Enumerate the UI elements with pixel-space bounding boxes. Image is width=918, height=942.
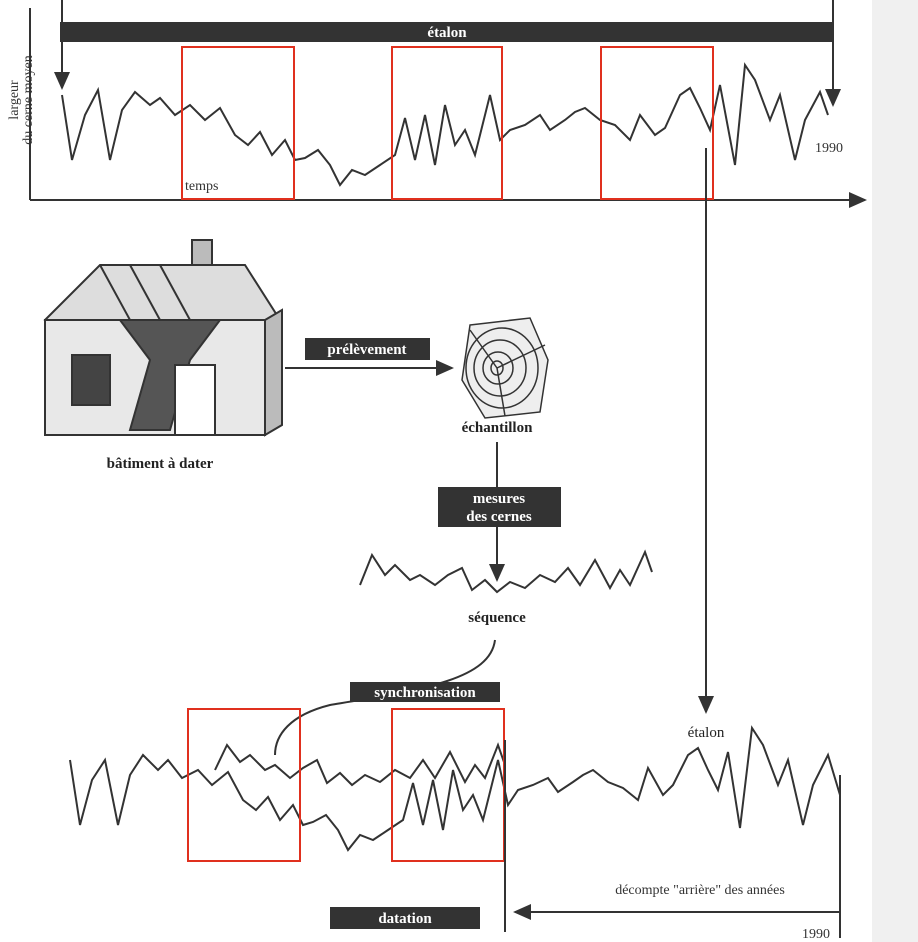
- window: [391, 46, 503, 200]
- building-illustration: [43, 239, 283, 437]
- measurement-label: mesures: [473, 491, 525, 507]
- banner: [60, 22, 833, 42]
- y-axis-label: du cerne moyen: [21, 55, 36, 144]
- countdown-label: décompte "arrière" des années: [615, 883, 785, 898]
- dating-label: datation: [378, 911, 432, 927]
- year: 1990: [815, 141, 843, 156]
- year: 1990: [802, 927, 830, 942]
- reference-label: étalon: [688, 725, 725, 741]
- label-box: [350, 682, 500, 702]
- sequence-curve: [359, 549, 653, 594]
- synchronization-label: synchronisation: [374, 685, 476, 701]
- reference-curve: [61, 62, 829, 187]
- label-box: [438, 487, 561, 527]
- measurement-label: des cernes: [466, 509, 532, 525]
- y-axis-label: largeur: [7, 80, 22, 120]
- sequence-curve: [214, 742, 506, 787]
- reference-curve: [69, 725, 841, 852]
- x-axis-label: temps: [185, 179, 218, 194]
- banner-label: étalon: [427, 25, 467, 41]
- building-label: bâtiment à dater: [107, 456, 214, 472]
- label-box: [330, 907, 480, 929]
- window: [391, 708, 505, 862]
- window: [600, 46, 714, 200]
- sequence-label: séquence: [468, 610, 526, 626]
- window: [187, 708, 301, 862]
- sample-label: échantillon: [462, 420, 533, 436]
- sampling-label: prélèvement: [327, 342, 406, 358]
- label-box: [305, 338, 430, 360]
- window: [181, 46, 295, 200]
- sample-illustration: [461, 317, 549, 419]
- margin: [872, 0, 918, 942]
